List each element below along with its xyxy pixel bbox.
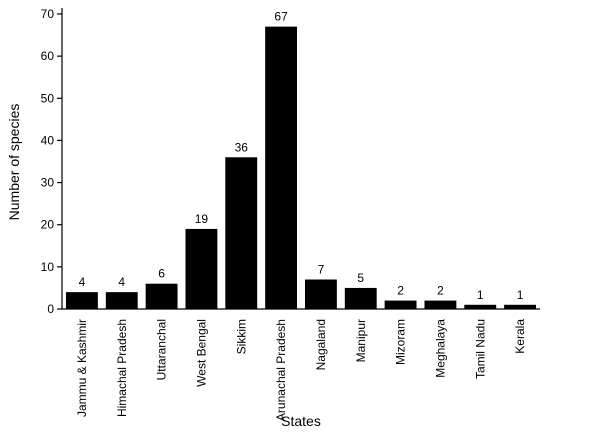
data-label: 36: [235, 140, 249, 154]
y-tick-label: 0: [47, 302, 54, 316]
x-tick-label: Jammu & Kashmir: [75, 319, 89, 417]
data-label: 7: [318, 263, 325, 277]
data-label: 67: [274, 10, 288, 24]
y-tick-label: 10: [41, 260, 55, 274]
x-axis-title: States: [281, 413, 321, 429]
x-tick-label: Himachal Pradesh: [115, 319, 129, 417]
x-tick-label: Sikkim: [234, 319, 248, 354]
data-label: 19: [195, 212, 209, 226]
data-label: 1: [477, 288, 484, 302]
bar: [504, 304, 537, 309]
x-tick-label: Meghalaya: [433, 319, 447, 378]
data-label: 1: [517, 288, 524, 302]
y-tick-label: 20: [41, 218, 55, 232]
bar: [265, 26, 298, 310]
y-tick-label: 30: [41, 176, 55, 190]
bar: [344, 287, 377, 309]
x-tick-label: Nagaland: [314, 319, 328, 370]
data-label: 2: [397, 284, 404, 298]
bar: [145, 283, 178, 309]
x-tick-label: Arunachal Pradesh: [274, 319, 288, 421]
x-tick-label: Tamil Nadu: [473, 319, 487, 379]
y-tick-label: 70: [41, 7, 55, 21]
data-label: 4: [79, 275, 86, 289]
data-label: 2: [437, 284, 444, 298]
bar: [424, 300, 457, 309]
x-tick-label: Mizoram: [394, 319, 408, 365]
y-tick-label: 40: [41, 133, 55, 147]
bar: [225, 157, 258, 309]
data-label: 6: [158, 267, 165, 281]
bar: [105, 292, 138, 309]
bar: [185, 228, 218, 309]
bar: [384, 300, 417, 309]
data-label: 5: [357, 271, 364, 285]
bar: [464, 304, 497, 309]
x-tick-label: Manipur: [354, 319, 368, 362]
bar: [304, 279, 337, 309]
bar: [65, 292, 98, 309]
x-tick-label: Kerala: [513, 319, 527, 354]
y-axis-title: Number of species: [6, 104, 22, 221]
x-tick-label: Uttaranchal: [155, 319, 169, 380]
y-tick-label: 60: [41, 49, 55, 63]
data-label: 4: [118, 275, 125, 289]
x-tick-label: West Bengal: [194, 319, 208, 387]
y-tick-label: 50: [41, 91, 55, 105]
